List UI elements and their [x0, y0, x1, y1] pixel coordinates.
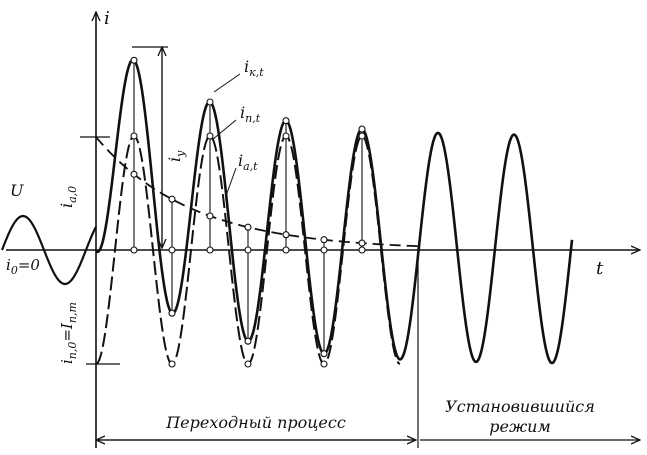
construction-point	[244, 360, 252, 368]
construction-point	[320, 236, 328, 244]
construction-point	[320, 350, 328, 358]
construction-point	[358, 125, 366, 133]
construction-point	[358, 132, 366, 140]
ia0-label: ia,0	[57, 186, 79, 208]
construction-point	[130, 56, 138, 64]
ik-leader	[213, 73, 241, 93]
t-axis-label: t	[596, 258, 604, 279]
total-current-curve	[95, 58, 574, 365]
construction-point	[168, 246, 176, 254]
steady-label-line2: режим	[489, 417, 550, 436]
ik-label: iк,t	[244, 57, 264, 79]
i-zero-label: i0=0	[6, 256, 40, 277]
construction-lines	[133, 60, 363, 354]
construction-point	[206, 98, 214, 106]
construction-point	[282, 117, 290, 125]
construction-point	[244, 337, 252, 345]
construction-point	[130, 170, 138, 178]
construction-point	[168, 360, 176, 368]
steady-label-line1: Установившийся	[445, 397, 595, 416]
iy-label: iу	[165, 150, 187, 162]
in0-label: iп,0=Iп,m	[58, 302, 79, 364]
construction-point	[282, 231, 290, 239]
construction-point	[206, 212, 214, 220]
construction-point	[130, 132, 138, 140]
i-axis-label: i	[104, 8, 110, 29]
construction-point	[358, 246, 366, 254]
voltage-curve	[0, 214, 97, 286]
ia-leader	[225, 167, 237, 197]
in-label: iп,t	[240, 103, 261, 125]
voltage-label: U	[10, 181, 24, 200]
construction-point	[320, 246, 328, 254]
construction-points	[130, 56, 366, 368]
construction-point	[130, 246, 138, 254]
construction-point	[168, 309, 176, 317]
construction-point	[168, 195, 176, 203]
construction-point	[358, 239, 366, 247]
construction-point	[244, 246, 252, 254]
construction-point	[282, 246, 290, 254]
construction-point	[206, 246, 214, 254]
construction-point	[244, 223, 252, 231]
construction-point	[320, 360, 328, 368]
construction-point	[206, 132, 214, 140]
transient-label: Переходный процесс	[165, 413, 346, 432]
construction-point	[282, 132, 290, 140]
in-leader	[211, 119, 237, 141]
ia-label: ia,t	[238, 151, 258, 173]
